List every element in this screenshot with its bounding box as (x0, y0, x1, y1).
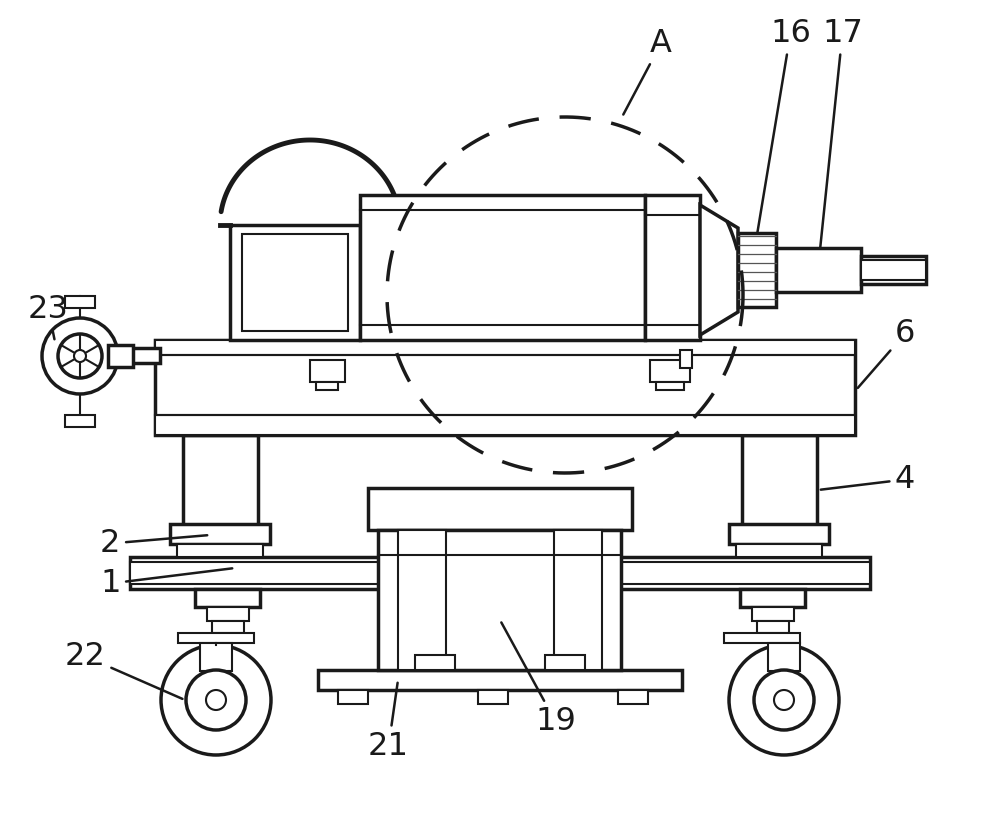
Text: 2: 2 (100, 528, 207, 559)
Circle shape (774, 690, 794, 710)
Text: 23: 23 (28, 294, 69, 339)
Text: 6: 6 (858, 318, 915, 388)
Bar (545, 655, 585, 670)
Bar (618, 690, 648, 704)
Bar (310, 360, 345, 382)
Bar (360, 195, 645, 340)
Bar (177, 544, 263, 557)
Bar (170, 524, 270, 544)
Bar (338, 690, 368, 704)
Circle shape (58, 334, 102, 378)
Circle shape (729, 645, 839, 755)
Circle shape (186, 670, 246, 730)
Text: 21: 21 (368, 683, 409, 762)
Bar (183, 435, 258, 530)
Bar (230, 225, 360, 340)
Bar (130, 562, 870, 584)
Bar (861, 260, 926, 280)
Bar (368, 488, 632, 530)
Text: 22: 22 (65, 641, 182, 699)
Bar (656, 382, 684, 390)
Polygon shape (700, 205, 738, 335)
Bar (155, 340, 855, 435)
Bar (415, 655, 455, 670)
Bar (318, 670, 682, 690)
Bar (155, 415, 855, 435)
Bar (178, 633, 254, 643)
Circle shape (754, 670, 814, 730)
Bar (729, 524, 829, 544)
Bar (742, 435, 817, 530)
Bar (861, 256, 926, 284)
Bar (316, 382, 338, 390)
Bar (212, 621, 244, 633)
Text: 4: 4 (821, 464, 915, 495)
Text: 16: 16 (757, 18, 811, 232)
Bar (207, 607, 249, 621)
Bar (645, 195, 700, 340)
Bar (768, 643, 800, 671)
Bar (155, 340, 855, 355)
Bar (680, 350, 692, 368)
Circle shape (206, 690, 226, 710)
Bar (65, 415, 95, 427)
Bar (736, 544, 822, 557)
Bar (398, 530, 446, 670)
Bar (738, 233, 776, 307)
Bar (130, 348, 160, 363)
Bar (478, 690, 508, 704)
Bar (752, 607, 794, 621)
Circle shape (161, 645, 271, 755)
Bar (200, 643, 232, 671)
Bar (242, 234, 348, 331)
Bar (378, 530, 621, 670)
Text: 1: 1 (100, 568, 232, 599)
Text: 17: 17 (820, 18, 863, 248)
Bar (740, 589, 805, 607)
Bar (724, 633, 800, 643)
Text: 19: 19 (501, 623, 576, 737)
Bar (554, 530, 602, 670)
Bar (776, 248, 861, 292)
Bar (108, 345, 133, 367)
Bar (650, 360, 690, 382)
Text: A: A (623, 28, 672, 114)
Circle shape (42, 318, 118, 394)
Bar (195, 589, 260, 607)
Bar (757, 621, 789, 633)
Circle shape (74, 350, 86, 362)
Bar (130, 557, 870, 589)
Bar (65, 296, 95, 308)
